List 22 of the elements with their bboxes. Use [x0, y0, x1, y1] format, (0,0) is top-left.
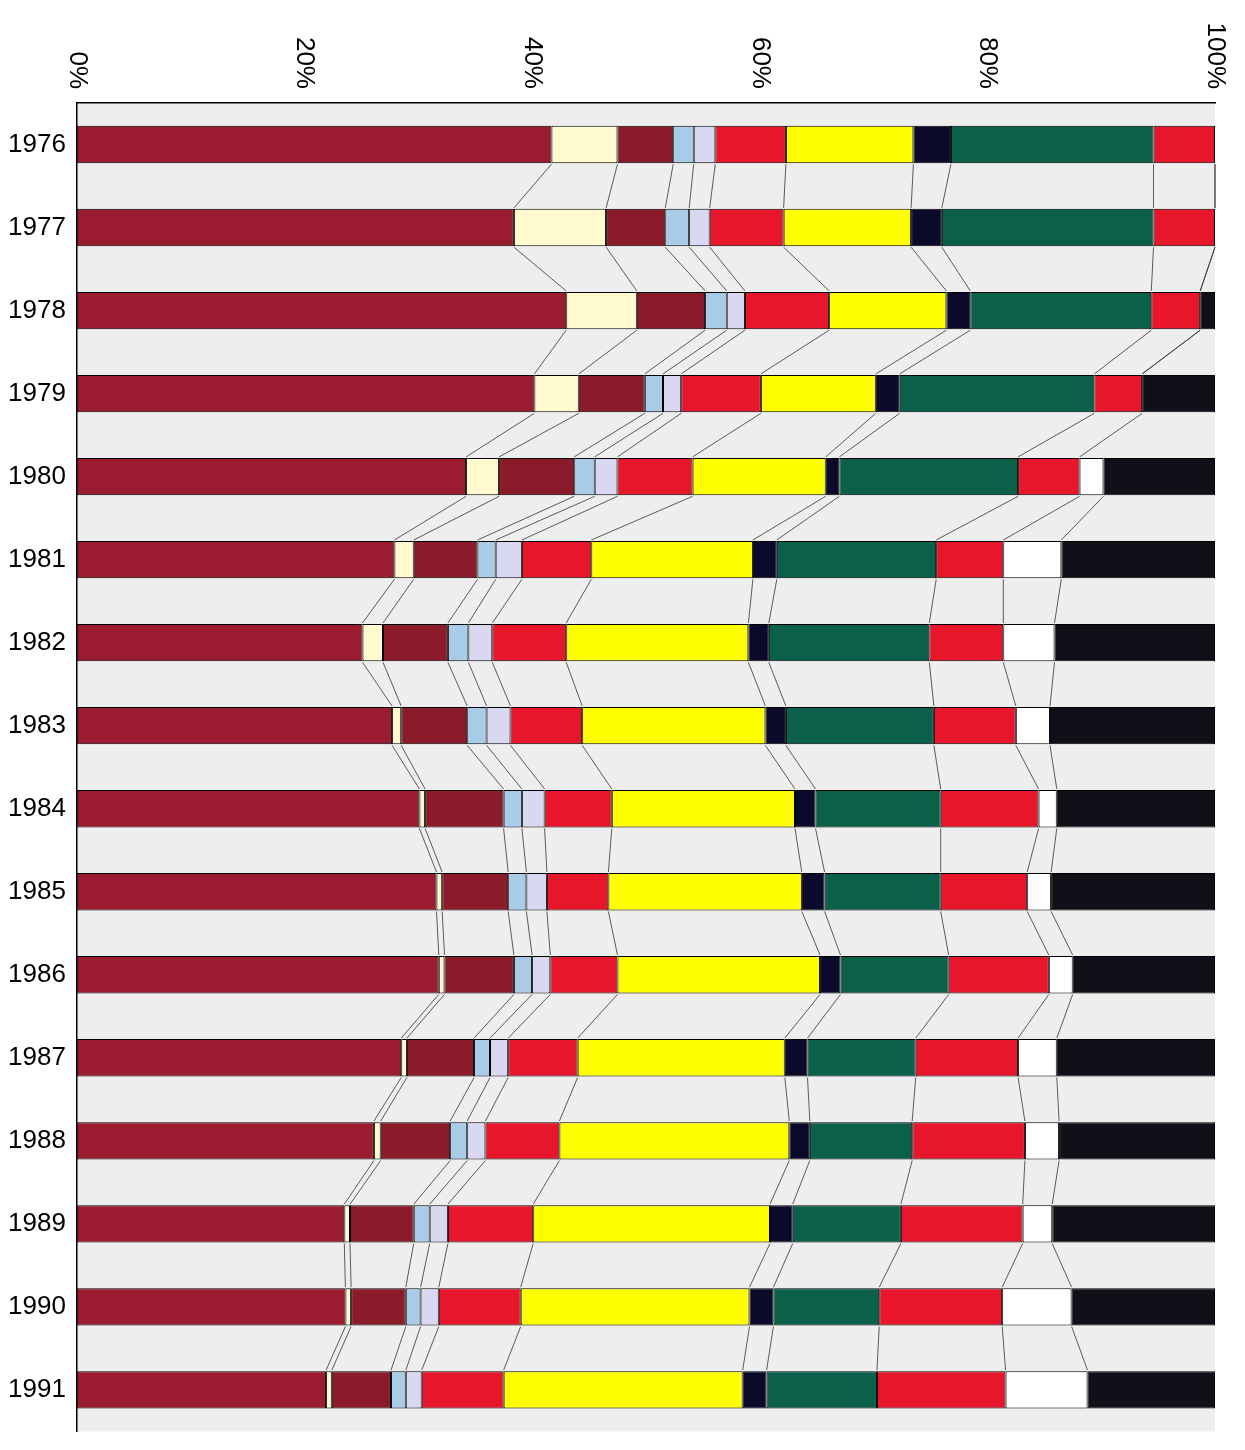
y-tick-label: 1982 [8, 625, 66, 656]
y-tick-label: 1981 [8, 542, 66, 573]
x-tick-label: 60% [746, 36, 777, 89]
y-tick-label: 1980 [8, 459, 66, 490]
y-tick-label: 1990 [8, 1290, 66, 1321]
y-tick-label: 1985 [8, 874, 66, 905]
y-tick-label: 1988 [8, 1123, 66, 1154]
y-tick-label: 1984 [8, 791, 66, 822]
y-tick-label: 1979 [8, 376, 66, 407]
y-tick-label: 1983 [8, 708, 66, 739]
y-tick-label: 1989 [8, 1207, 66, 1238]
x-tick-label: 20% [291, 36, 322, 89]
x-tick-label: 0% [63, 51, 94, 89]
x-tick-label: 80% [974, 36, 1005, 89]
y-tick-label: 1991 [8, 1373, 66, 1404]
y-tick-label: 1977 [8, 210, 66, 241]
x-tick-label: 40% [518, 36, 549, 89]
y-tick-label: 1987 [8, 1040, 66, 1071]
y-tick-label: 1986 [8, 957, 66, 988]
y-tick-label: 1978 [8, 293, 66, 324]
y-tick-label: 1976 [8, 127, 66, 158]
x-tick-label: 100% [1201, 22, 1232, 89]
